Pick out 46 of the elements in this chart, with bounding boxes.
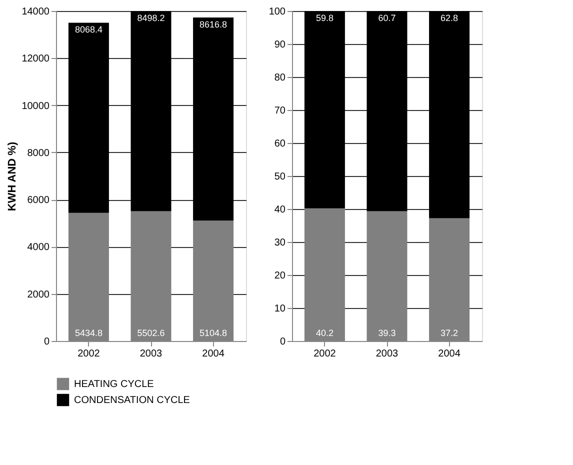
- data-label: 59.8: [316, 13, 334, 23]
- y-tick-label: 2000: [27, 289, 50, 300]
- y-tick-label: 6000: [27, 195, 50, 206]
- y-tick-label: 70: [274, 106, 286, 116]
- bar: [429, 11, 470, 218]
- data-label: 60.7: [378, 13, 396, 23]
- y-tick-label: 12000: [22, 54, 50, 65]
- y-tick-label: 20: [274, 270, 286, 282]
- data-label: 39.3: [378, 328, 396, 338]
- data-label: 8068.4: [74, 24, 102, 35]
- x-tick-label: 2004: [202, 348, 225, 360]
- y-tick-label: 60: [274, 138, 286, 150]
- y-tick-label: 40: [274, 204, 286, 216]
- data-label: 5434.8: [74, 328, 102, 338]
- data-label: 5104.8: [200, 328, 228, 338]
- y-tick-label: 50: [274, 172, 286, 182]
- y-tick-label: 14000: [22, 6, 50, 18]
- y-tick-label: 10000: [22, 100, 50, 112]
- x-tick-label: 2004: [438, 348, 461, 360]
- y-tick-label: 4000: [27, 242, 50, 254]
- y-tick-label: 0: [280, 336, 286, 348]
- bar: [193, 18, 234, 221]
- data-label: 62.8: [440, 13, 458, 23]
- x-tick-label: 2002: [78, 348, 100, 360]
- y-tick-label: 0: [44, 336, 50, 348]
- legend-label: HEATING CYCLE: [74, 379, 154, 390]
- data-label: 40.2: [316, 328, 334, 338]
- y-tick-label: 80: [274, 72, 286, 84]
- data-label: 8616.8: [200, 20, 228, 30]
- y-tick-label: 30: [274, 238, 286, 248]
- x-tick-label: 2003: [376, 348, 399, 360]
- data-label: 8498.2: [137, 12, 165, 23]
- y-axis-title: KWH AND %): [6, 142, 19, 212]
- legend-label: CONDENSATION CYCLE: [74, 395, 190, 406]
- y-tick-label: 10: [274, 304, 286, 314]
- y-tick-label: 100: [268, 6, 286, 18]
- y-tick-label: 8000: [27, 148, 50, 159]
- bar: [304, 11, 345, 208]
- bar: [366, 11, 408, 212]
- x-tick-label: 2002: [314, 348, 336, 360]
- data-label: 5502.6: [137, 328, 165, 338]
- x-tick-label: 2003: [140, 348, 163, 360]
- data-label: 37.2: [440, 328, 458, 338]
- bar: [130, 10, 172, 212]
- y-tick-label: 90: [274, 40, 286, 50]
- bar: [68, 22, 109, 213]
